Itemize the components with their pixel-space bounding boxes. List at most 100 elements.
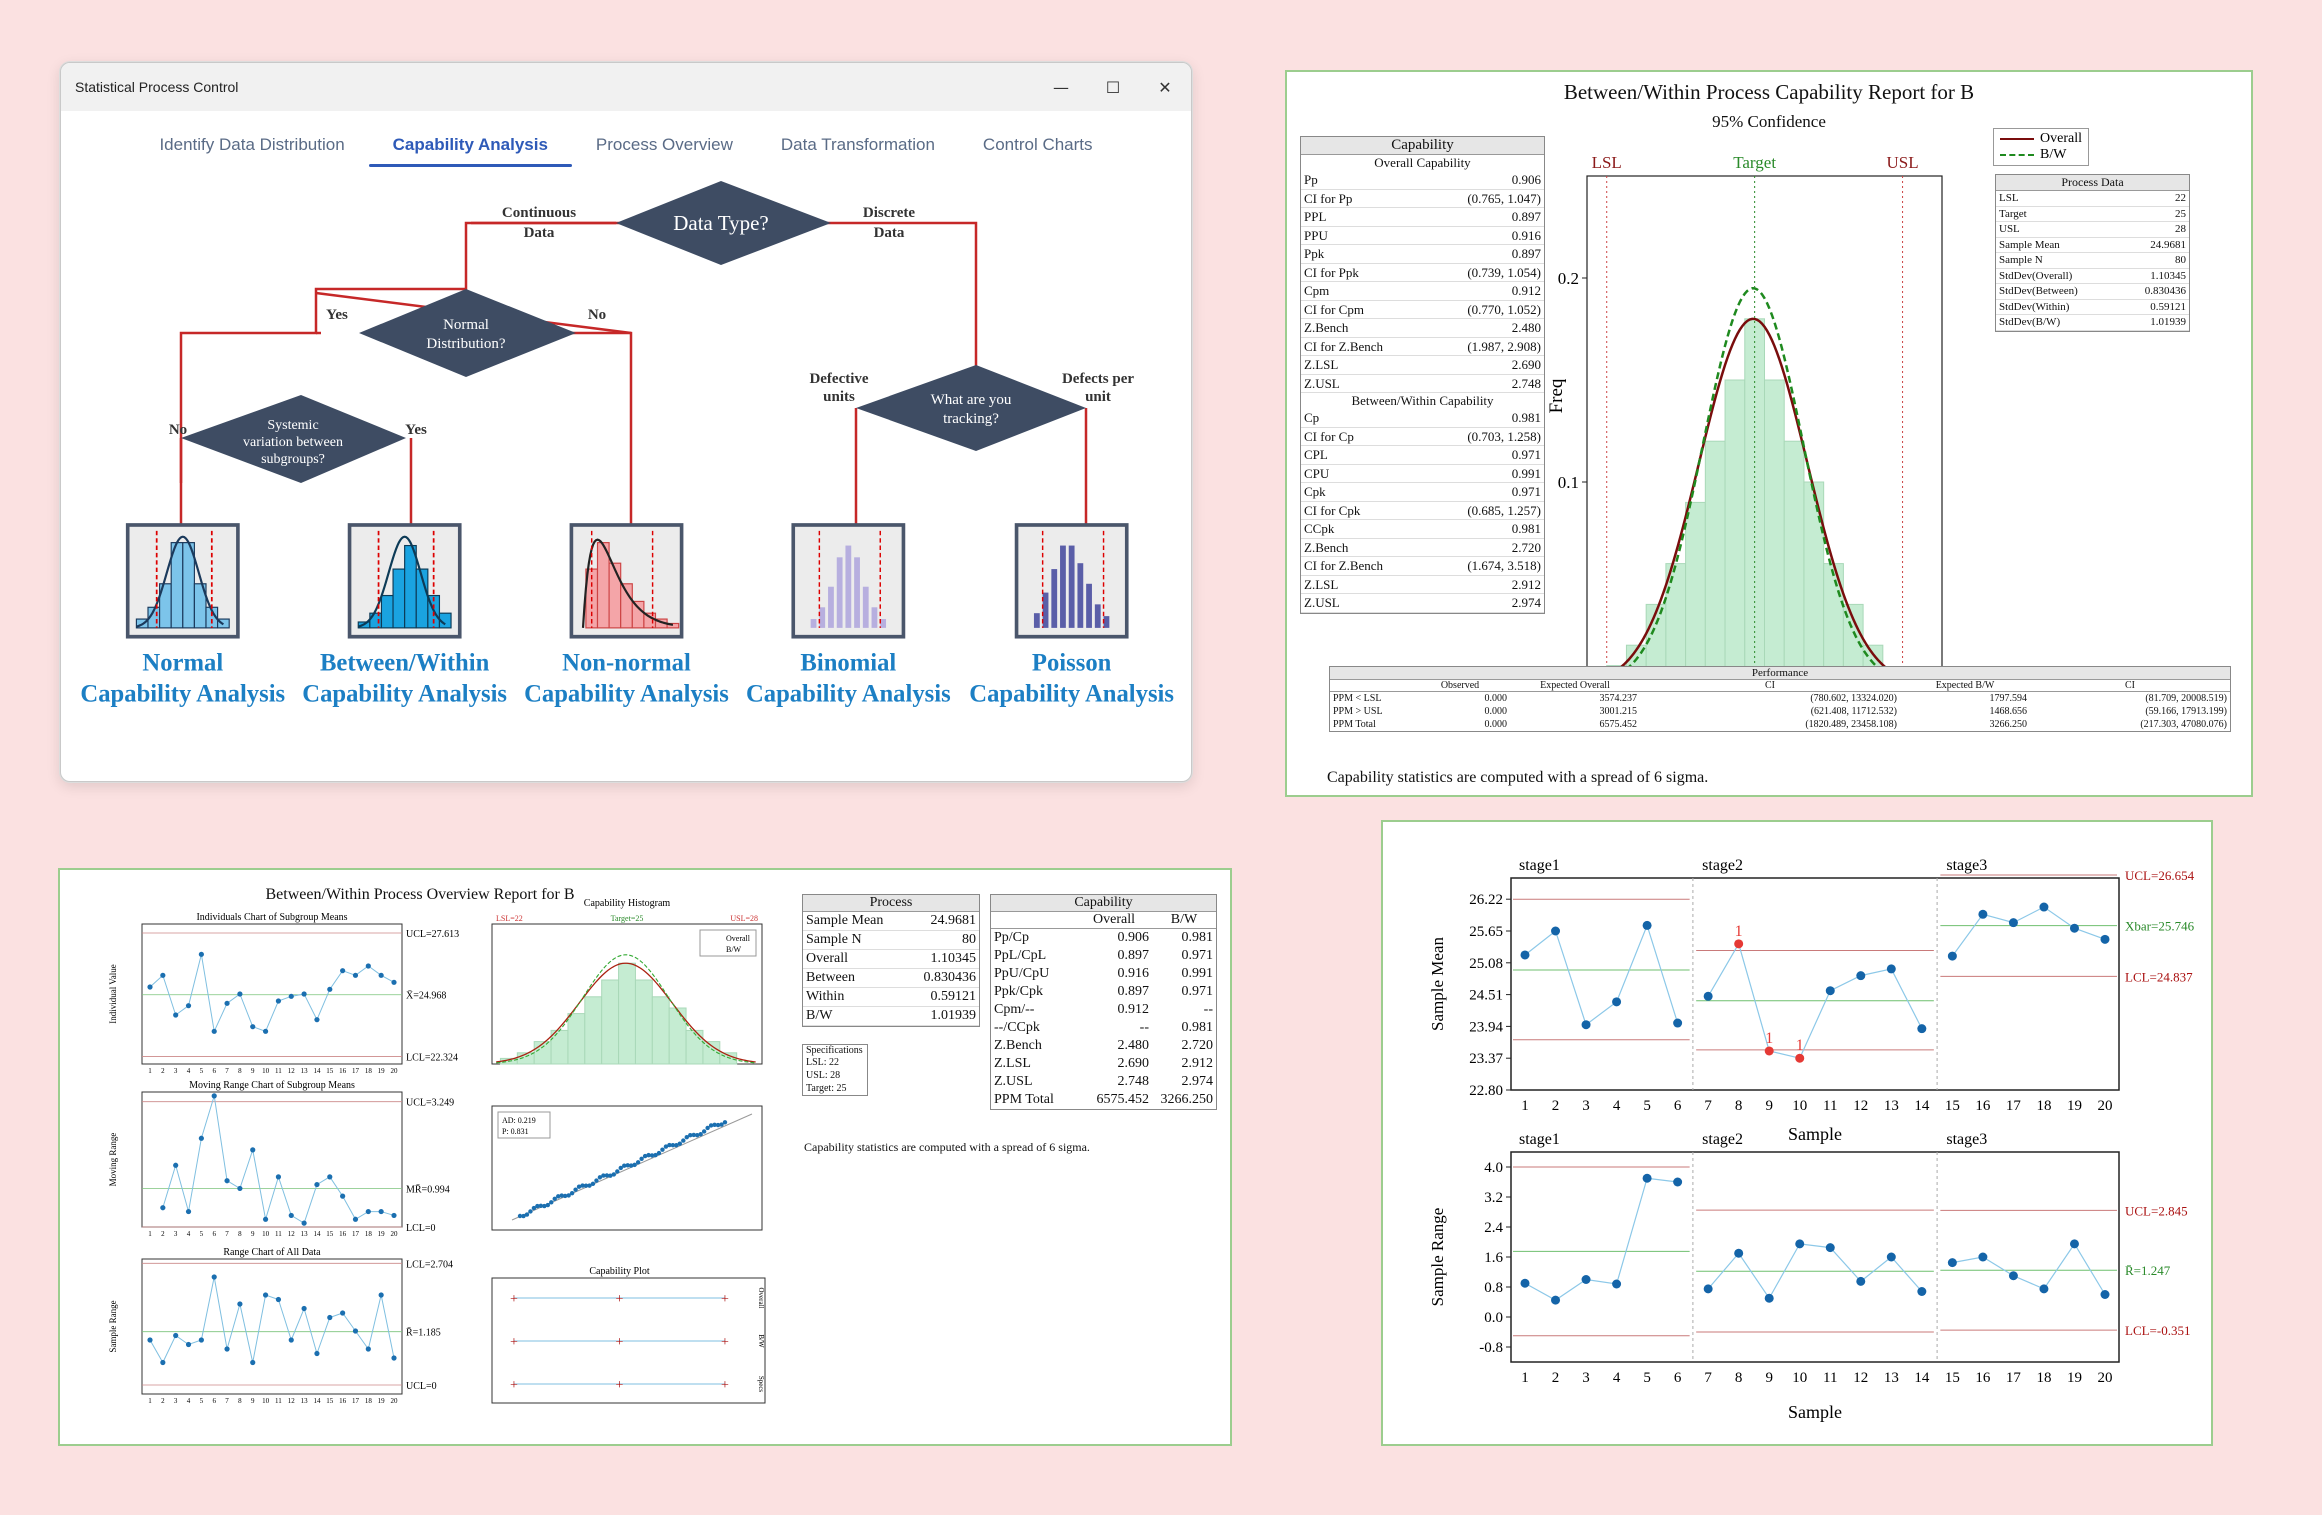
card-normal[interactable]: Normal Capability Analysis — [80, 523, 285, 707]
control-charts-panel: stage1 stage2 stage3 1 1 1 26.22 25.65 25.08 24.5… — [1381, 820, 2213, 1446]
cap-label: Cpk — [1304, 484, 1326, 499]
capability-row: Z.USL 2.748 — [1301, 375, 1544, 393]
pd-label: LSL — [1999, 192, 2019, 204]
data-point — [2069, 1239, 2079, 1249]
prob-point — [646, 1152, 651, 1158]
control-limit-label: MR̄=0.994 — [406, 1184, 450, 1196]
capability-row: Pp 0.906 — [1301, 171, 1544, 190]
x-axis-label: Sample — [1788, 1124, 1842, 1144]
x-tick-label: 20 — [391, 1397, 399, 1405]
cap-cell: -- — [1203, 1002, 1213, 1017]
prob-point — [608, 1173, 613, 1178]
perf-cell: (217.303, 47080.076) — [2140, 719, 2227, 730]
histogram-legend: Overall B/W — [1993, 128, 2089, 166]
thumb-curve — [136, 535, 224, 628]
minimize-icon[interactable]: — — [1053, 77, 1069, 97]
bw-curve — [1606, 287, 1901, 682]
x-tick-label: 7 — [1704, 1370, 1712, 1386]
yes-label-2: Yes — [405, 422, 427, 438]
capability-row: --/CCpk -- 0.981 — [991, 1019, 1216, 1037]
prob-point — [562, 1193, 568, 1199]
perf-cell: 0.000 — [1484, 719, 1508, 730]
cap-label: PPL — [1304, 209, 1327, 224]
perf-cell: PPM > USL — [1333, 706, 1383, 717]
card-subtitle: Capability Analysis — [302, 680, 507, 707]
x-tick-label: 18 — [365, 1230, 373, 1238]
x-tick-label: 8 — [1735, 1370, 1743, 1386]
prob-point — [573, 1187, 578, 1192]
y-tick-label: 26.22 — [1469, 892, 1503, 908]
capability-row: CPL 0.971 — [1301, 446, 1544, 465]
close-icon[interactable]: ✕ — [1158, 77, 1172, 97]
x-tick-label: 20 — [391, 1067, 399, 1075]
tab-capability-analysis[interactable]: Capability Analysis — [368, 127, 573, 167]
x-tick-label: 18 — [2036, 1098, 2051, 1114]
perf-cell: (81.709, 20008.519) — [2145, 693, 2227, 704]
flag-label: 1 — [1765, 1030, 1773, 1047]
process-label: Between — [806, 970, 855, 985]
tab-control-charts[interactable]: Control Charts — [982, 135, 1093, 154]
thumb-bar — [193, 583, 207, 629]
capability-row: Z.USL 2.748 2.974 — [991, 1073, 1216, 1091]
performance-row: PPM Total 0.000 6575.452 (1820.489, 23458.1… — [1330, 718, 2230, 731]
x-tick-label: 14 — [1914, 1370, 1930, 1386]
tab-identify-data-distribution[interactable]: Identify Data Distribution — [159, 135, 345, 154]
data-point — [1978, 909, 1988, 919]
data-point — [275, 998, 282, 1004]
data-point — [1886, 964, 1896, 974]
prob-point — [528, 1209, 533, 1214]
hist-bar — [1685, 501, 1706, 687]
card-non-normal[interactable]: Non-normal Capability Analysis — [524, 523, 729, 707]
cap-cell: Ppk/Cpk — [994, 984, 1044, 999]
perf-col: CI — [1765, 680, 1775, 691]
performance-col-header: Observed Expected Overall CI Expected B/W CI — [1330, 680, 2230, 692]
prob-point — [688, 1132, 693, 1138]
x-tick-label: 9 — [1765, 1098, 1773, 1114]
stage-label: stage3 — [1946, 1131, 1987, 1148]
cap-value: 0.912 — [1511, 283, 1541, 298]
data-point — [2039, 902, 2049, 912]
tab-data-transformation[interactable]: Data Transformation — [780, 135, 935, 154]
card-between-within[interactable]: Between/Within Capability Analysis — [302, 523, 507, 707]
pd-label: USL — [1999, 223, 2020, 235]
chart-frame — [141, 1091, 403, 1228]
thumb-bar — [1103, 616, 1110, 628]
maximize-icon[interactable]: ☐ — [1105, 77, 1121, 97]
x-tick-label: 16 — [1975, 1098, 1991, 1114]
card-title: Normal — [142, 649, 223, 676]
prob-point — [677, 1141, 683, 1146]
data-type-decision — [616, 181, 831, 265]
x-tick-label: 6 — [1674, 1098, 1682, 1114]
data-point — [147, 1337, 153, 1343]
prob-point — [649, 1153, 655, 1158]
cap-cell: 2.974 — [1181, 1074, 1214, 1089]
mini-bw-curve — [496, 954, 756, 1064]
x-tick-label: 13 — [1884, 1098, 1899, 1114]
pd-label: Target — [1999, 207, 2027, 220]
thumb-bar — [404, 544, 417, 629]
x-tick-label: 14 — [1914, 1098, 1930, 1114]
x-tick-label: 12 — [288, 1397, 296, 1405]
perf-cell: 3574.237 — [1599, 693, 1638, 704]
hist-bar — [1764, 379, 1785, 687]
capability-row: Ppk 0.897 — [1301, 245, 1544, 264]
data-point — [237, 1301, 243, 1307]
capability-row: Cp 0.981 — [1301, 409, 1544, 428]
performance-header: Performance — [1330, 667, 2230, 680]
cap-cell: 0.981 — [1181, 930, 1214, 945]
defects-label-2: unit — [1085, 389, 1111, 405]
capplot-frame — [491, 1277, 766, 1404]
x-tick-label: 2 — [161, 1230, 165, 1238]
cap-value: 0.906 — [1511, 172, 1541, 187]
data-point — [1886, 1252, 1896, 1262]
prob-point — [576, 1184, 582, 1189]
cap-cell: Pp/Cp — [994, 930, 1030, 945]
card-binomial[interactable]: Binomial Capability Analysis — [746, 523, 951, 707]
prob-point — [684, 1134, 689, 1140]
x-tick-label: 16 — [339, 1067, 347, 1075]
data-point — [160, 1205, 166, 1211]
prob-point — [635, 1160, 641, 1165]
card-poisson[interactable]: Poisson Capability Analysis — [969, 523, 1174, 707]
prob-point — [566, 1193, 571, 1198]
tab-process-overview[interactable]: Process Overview — [595, 135, 733, 154]
